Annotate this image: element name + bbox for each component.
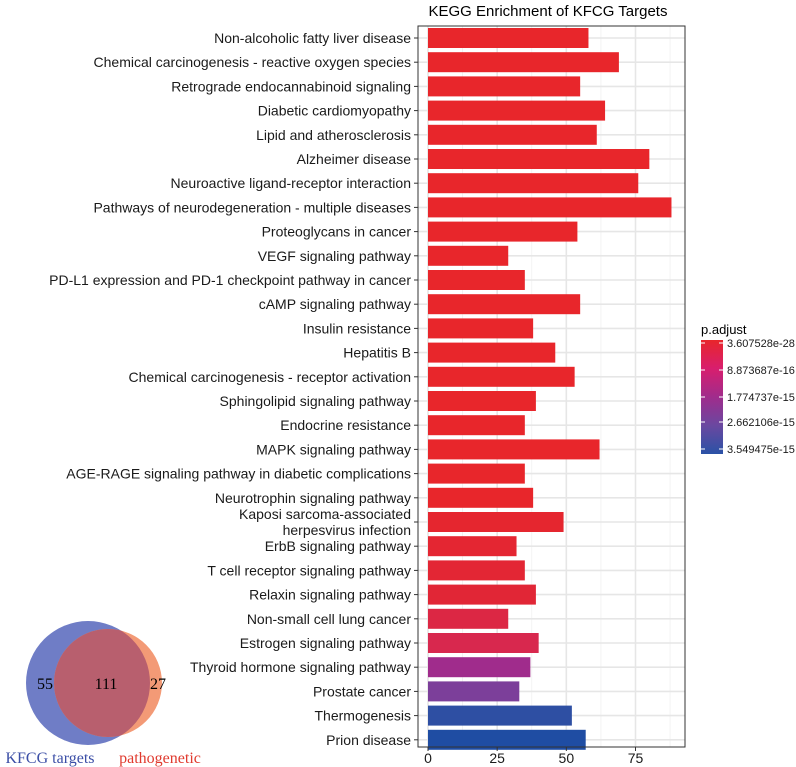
legend-title: p.adjust	[701, 322, 747, 337]
bar	[428, 318, 534, 339]
legend-labels: 3.607528e-28 8.873687e-16 1.774737e-15 2.66…	[701, 338, 795, 456]
legend: p.adjust 3.607528e-28 8.873687e-16 1.77473…	[701, 322, 795, 456]
category-label: Neurotrophin signaling pathway	[215, 490, 411, 506]
chart-title: KEGG Enrichment of KFCG Targets	[429, 3, 668, 20]
bar	[428, 633, 539, 653]
bar	[428, 487, 534, 508]
category-label: Hepatitis B	[343, 345, 411, 361]
bar-layer	[428, 28, 672, 750]
category-label: Insulin resistance	[303, 320, 411, 336]
bar	[428, 536, 517, 557]
x-tick-label: 0	[424, 750, 432, 766]
category-label: Thermogenesis	[315, 708, 412, 724]
bar	[428, 584, 536, 605]
venn-label-pathogenetic: pathogenetic	[119, 750, 201, 767]
category-label: Kaposi sarcoma-associated	[239, 506, 411, 522]
category-label: Non-alcoholic fatty liver disease	[214, 30, 411, 46]
category-label: Pathways of neurodegeneration - multiple…	[93, 199, 411, 215]
legend-label: 3.549475e-15	[727, 444, 795, 456]
category-label: cAMP signaling pathway	[259, 296, 411, 312]
category-label: Proteoglycans in cancer	[262, 224, 412, 240]
bar	[428, 729, 586, 750]
category-label: PD-L1 expression and PD-1 checkpoint pat…	[49, 272, 411, 288]
category-label: Chemical carcinogenesis - receptor activ…	[129, 369, 411, 385]
legend-label: 2.662106e-15	[727, 417, 795, 429]
category-label: Relaxin signaling pathway	[249, 587, 411, 603]
category-label: Endocrine resistance	[280, 417, 411, 433]
category-label: Chemical carcinogenesis - reactive oxyge…	[94, 54, 411, 70]
bar	[428, 463, 525, 484]
venn-label-kfcg-targets: KFCG targets	[5, 750, 94, 767]
category-label: Neuroactive ligand-receptor interaction	[171, 175, 411, 191]
plot-border	[417, 25, 686, 748]
category-label: Sphingolipid signaling pathway	[220, 393, 411, 409]
legend-label: 3.607528e-28	[727, 338, 795, 350]
x-tick-label: 75	[628, 750, 644, 766]
venn-left-count: 55	[37, 676, 53, 693]
category-label: MAPK signaling pathway	[256, 441, 411, 457]
category-label: Diabetic cardiomyopathy	[258, 103, 411, 119]
x-tick-label: 50	[559, 750, 575, 766]
legend-label: 1.774737e-15	[727, 392, 795, 404]
bar	[428, 657, 531, 678]
category-label: Prion disease	[326, 732, 411, 748]
category-label: ErbB signaling pathway	[265, 538, 411, 554]
bar	[428, 149, 650, 169]
category-label: Estrogen signaling pathway	[240, 635, 411, 651]
bar	[428, 560, 525, 581]
bar	[428, 439, 600, 460]
bar	[428, 608, 509, 629]
bar	[428, 415, 525, 436]
bar	[428, 100, 606, 121]
x-tick-label: 25	[489, 750, 505, 766]
category-label: VEGF signaling pathway	[258, 248, 411, 264]
bar	[428, 245, 509, 266]
bar	[428, 705, 572, 726]
bar	[428, 197, 672, 218]
bar	[428, 76, 581, 97]
bar	[428, 221, 578, 242]
legend-colorbar	[701, 340, 723, 454]
category-label: AGE-RAGE signaling pathway in diabetic c…	[66, 466, 411, 482]
x-tick-layer: 0 25 50 75	[424, 747, 643, 766]
bar	[428, 391, 536, 411]
category-label: Non-small cell lung cancer	[247, 611, 412, 627]
bar	[428, 512, 564, 532]
bar	[428, 173, 639, 194]
bar	[428, 124, 597, 145]
category-label: herpesvirus infection	[283, 522, 411, 538]
category-label: Retrograde endocannabinoid signaling	[171, 78, 411, 94]
category-label: Lipid and atherosclerosis	[256, 127, 411, 143]
venn-right-count: 27	[150, 676, 166, 693]
venn-intersection-count: 111	[95, 676, 118, 693]
bar	[428, 28, 589, 48]
bar	[428, 270, 525, 290]
bar	[428, 681, 520, 702]
category-label: Prostate cancer	[313, 683, 411, 699]
category-label: Thyroid hormone signaling pathway	[190, 659, 411, 675]
legend-label: 8.873687e-16	[727, 365, 795, 377]
bar	[428, 52, 619, 73]
venn-diagram: 55 111 27 KFCG targets pathogenetic	[5, 621, 201, 767]
category-label: T cell receptor signaling pathway	[207, 562, 411, 578]
bar	[428, 342, 556, 363]
bar	[428, 366, 575, 387]
bar	[428, 294, 581, 315]
category-label: Alzheimer disease	[297, 151, 412, 167]
category-label-layer: Non-alcoholic fatty liver disease Chemica…	[49, 30, 418, 748]
